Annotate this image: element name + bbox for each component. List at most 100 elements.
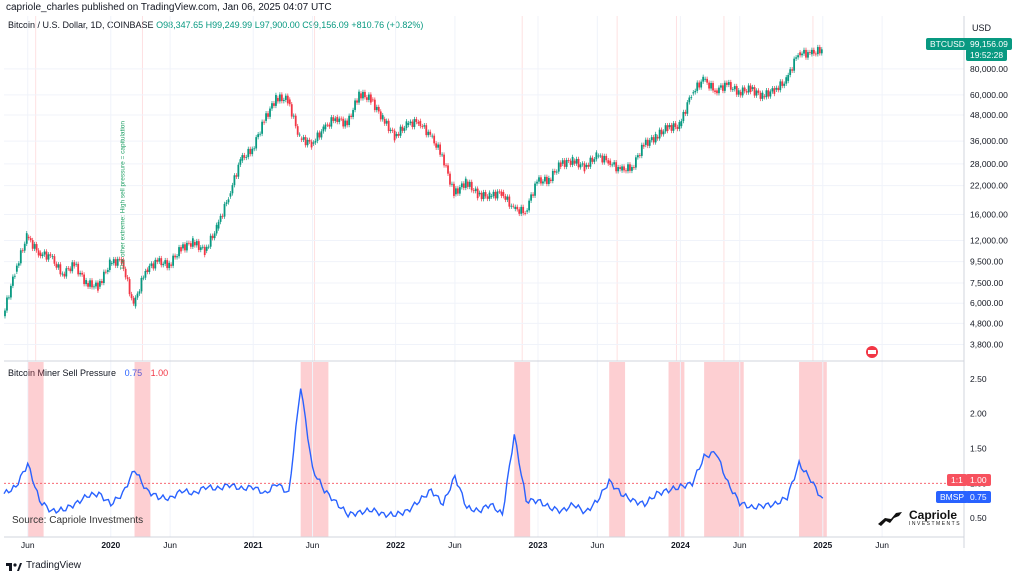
candle-body	[257, 134, 260, 138]
candle-body	[666, 125, 669, 132]
candle-body	[35, 244, 38, 251]
candle-body	[757, 90, 760, 93]
candle-body	[168, 262, 171, 269]
candle-body	[300, 138, 303, 140]
candle-body	[805, 49, 807, 58]
close-value: C99,156.09	[302, 20, 349, 30]
time-axis-ticks: Jun 2020 Jun 2021 Jun 2022 Jun 2023 Jun 2024 Jun 20…	[21, 540, 889, 550]
candle-body	[140, 277, 143, 292]
price-tick-label: 12,000.00	[970, 235, 1008, 245]
candle-body	[55, 263, 58, 268]
candle-body	[259, 133, 262, 135]
candle-body	[229, 193, 232, 197]
currency-label[interactable]: USD	[972, 23, 992, 33]
candle-body	[532, 194, 534, 196]
candle-body	[670, 125, 673, 131]
candle-body	[395, 134, 398, 137]
time-tick-label: Jun	[733, 540, 747, 550]
candle-body	[698, 82, 701, 88]
symbol-label[interactable]: Bitcoin / U.S. Dollar, 1D, COINBASE	[8, 20, 154, 30]
candle-body	[379, 111, 382, 120]
candle-body	[415, 119, 418, 122]
candle-body	[500, 191, 503, 196]
price-tag-value: 99,156.09	[966, 38, 1012, 50]
candle-body	[599, 155, 602, 157]
tradingview-logo-text[interactable]: TradingView	[26, 560, 82, 571]
capriole-logo: Capriole INVESTMENTS	[877, 509, 961, 527]
candle-body	[492, 191, 495, 197]
grid-lines	[4, 16, 964, 537]
candle-body	[108, 259, 111, 271]
indicator-tick-label: 0.50	[970, 513, 987, 523]
price-tick-label: 3,800.00	[970, 340, 1003, 350]
candle-body	[69, 268, 72, 272]
candle-body	[575, 158, 578, 164]
candle-body	[660, 129, 663, 135]
candle-body	[324, 124, 327, 130]
candle-body	[162, 263, 165, 266]
candle-body	[636, 155, 639, 158]
candle-body	[397, 134, 400, 136]
candle-body	[358, 91, 360, 103]
candle-body	[745, 91, 748, 93]
candle-body	[51, 256, 54, 258]
candle-body	[583, 163, 586, 172]
candle-body	[156, 259, 159, 262]
flag-icon[interactable]	[866, 346, 878, 358]
candle-body	[769, 91, 772, 97]
candle-body	[536, 181, 538, 184]
high-value: H99,249.99	[205, 20, 253, 30]
candle-body	[33, 244, 36, 249]
candle-body	[253, 148, 256, 150]
candle-body	[585, 164, 588, 168]
candle-body	[820, 49, 823, 54]
candle-body	[494, 191, 497, 199]
candle-body	[21, 250, 24, 252]
candle-body	[106, 270, 109, 272]
candle-body	[298, 134, 301, 136]
candle-body	[209, 235, 212, 247]
candle-body	[411, 121, 414, 128]
open-value: O98,347.65	[156, 20, 204, 30]
candle-body	[148, 265, 151, 273]
candle-body	[37, 250, 40, 256]
candle-body	[81, 272, 84, 275]
candle-body	[443, 154, 445, 166]
price-tick-label: 9,500.00	[970, 257, 1003, 267]
candle-body	[549, 179, 552, 182]
candle-body	[215, 224, 218, 234]
candle-body	[504, 196, 507, 200]
candle-body	[684, 111, 687, 114]
price-tick-label: 4,800.00	[970, 318, 1003, 328]
candle-body	[158, 258, 161, 262]
candle-body	[263, 121, 265, 123]
candle-body	[506, 196, 509, 200]
candle-body	[282, 99, 285, 102]
candle-body	[767, 90, 770, 97]
candle-body	[362, 91, 364, 99]
candle-body	[520, 206, 523, 214]
candle-body	[176, 256, 178, 258]
candle-body	[59, 264, 62, 275]
candle-body	[658, 129, 661, 139]
candle-body	[809, 52, 811, 53]
candle-body	[65, 268, 68, 277]
candle-body	[231, 185, 234, 194]
candle-body	[664, 125, 667, 132]
candle-body	[627, 164, 629, 172]
candle-body	[57, 264, 60, 268]
candle-body	[682, 111, 685, 121]
price-series	[4, 44, 823, 319]
candle-body	[195, 241, 198, 246]
candle-body	[623, 166, 625, 171]
price-legend: Bitcoin / U.S. Dollar, 1D, COINBASE O98,…	[8, 20, 423, 30]
candle-body	[120, 259, 123, 264]
candle-body	[203, 246, 206, 256]
candle-body	[486, 196, 489, 199]
highlight-band-4	[609, 362, 626, 537]
candle-body	[225, 202, 228, 204]
candle-body	[132, 298, 135, 304]
indicator-name[interactable]: Bitcoin Miner Sell Pressure	[8, 368, 117, 378]
candle-body	[241, 155, 244, 161]
